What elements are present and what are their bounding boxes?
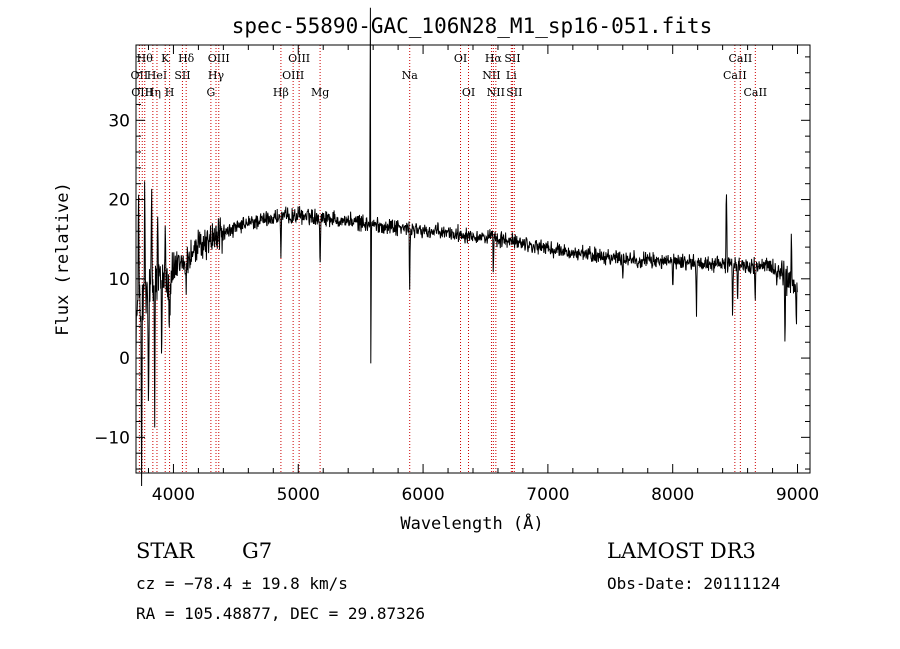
line-marker-label: SII [506, 86, 522, 99]
line-marker-label: OI [462, 86, 475, 99]
line-marker-label: Na [402, 69, 419, 82]
survey-label: LAMOST DR3 [607, 539, 756, 563]
line-marker-label: Li [506, 69, 517, 82]
line-marker-label: SII [504, 52, 520, 65]
x-tick-label: 9000 [776, 485, 819, 505]
line-marker-label: Hβ [273, 86, 289, 99]
y-tick-label: 10 [108, 270, 130, 290]
x-tick-label: 5000 [277, 485, 320, 505]
line-marker-label: H [165, 86, 175, 99]
line-marker-label: CaII [729, 52, 753, 65]
redshift-value: cz = −78.4 ± 19.8 km/s [136, 574, 348, 593]
line-marker-label: OIII [131, 86, 153, 99]
x-axis-label: Wavelength (Å) [400, 512, 543, 534]
y-tick-label: 30 [108, 111, 130, 131]
axis-ticks: 4000 5000 6000 7000 8000 9000 −10 0 10 20 30 [94, 45, 819, 505]
line-marker-label: OI [454, 52, 467, 65]
line-marker-label: Hη [145, 86, 161, 99]
y-tick-label: 0 [119, 349, 130, 369]
y-axis-label: Flux (relative) [53, 182, 73, 336]
line-marker-label: K [161, 52, 170, 65]
line-marker-label: CaII [743, 86, 767, 99]
spectrum [135, 7, 798, 487]
line-marker-label: OIII [282, 69, 304, 82]
plot-frame [135, 44, 811, 474]
x-tick-label: 7000 [526, 485, 569, 505]
line-marker-label: OII [131, 69, 149, 82]
obs-date: Obs-Date: 20111124 [607, 574, 781, 593]
line-marker-label: G [206, 86, 215, 99]
y-tick-label: −10 [94, 428, 130, 448]
coordinates: RA = 105.48877, DEC = 29.87326 [136, 604, 425, 623]
line-marker-label: OIII [208, 52, 230, 65]
x-tick-label: 8000 [651, 485, 694, 505]
line-marker-label: Hδ [178, 52, 195, 65]
x-tick-label: 6000 [401, 485, 444, 505]
line-marker-label: HeI [147, 69, 167, 82]
line-marker-label: OIII [288, 52, 310, 65]
line-marker-label: NII [487, 86, 505, 99]
line-marker-label: Hθ [137, 52, 154, 65]
x-tick-label: 4000 [152, 485, 195, 505]
line-markers: OII OIII Hθ Hη HeI K H SII Hδ G Hγ OIII Hβ OIII OIII Mg… [131, 45, 767, 473]
object-class: STAR [136, 539, 195, 563]
line-marker-label: Hγ [208, 69, 225, 82]
y-tick-label: 20 [108, 191, 130, 211]
line-marker-label: CaII [723, 69, 747, 82]
line-marker-label: NII [482, 69, 500, 82]
line-marker-label: Hα [485, 52, 503, 65]
spectrum-trace [135, 7, 798, 487]
line-marker-label: Mg [311, 86, 329, 99]
chart-title: spec-55890-GAC_106N28_M1_sp16-051.fits [232, 14, 712, 38]
spectral-subclass: G7 [242, 539, 273, 563]
line-marker-label: SII [174, 69, 190, 82]
